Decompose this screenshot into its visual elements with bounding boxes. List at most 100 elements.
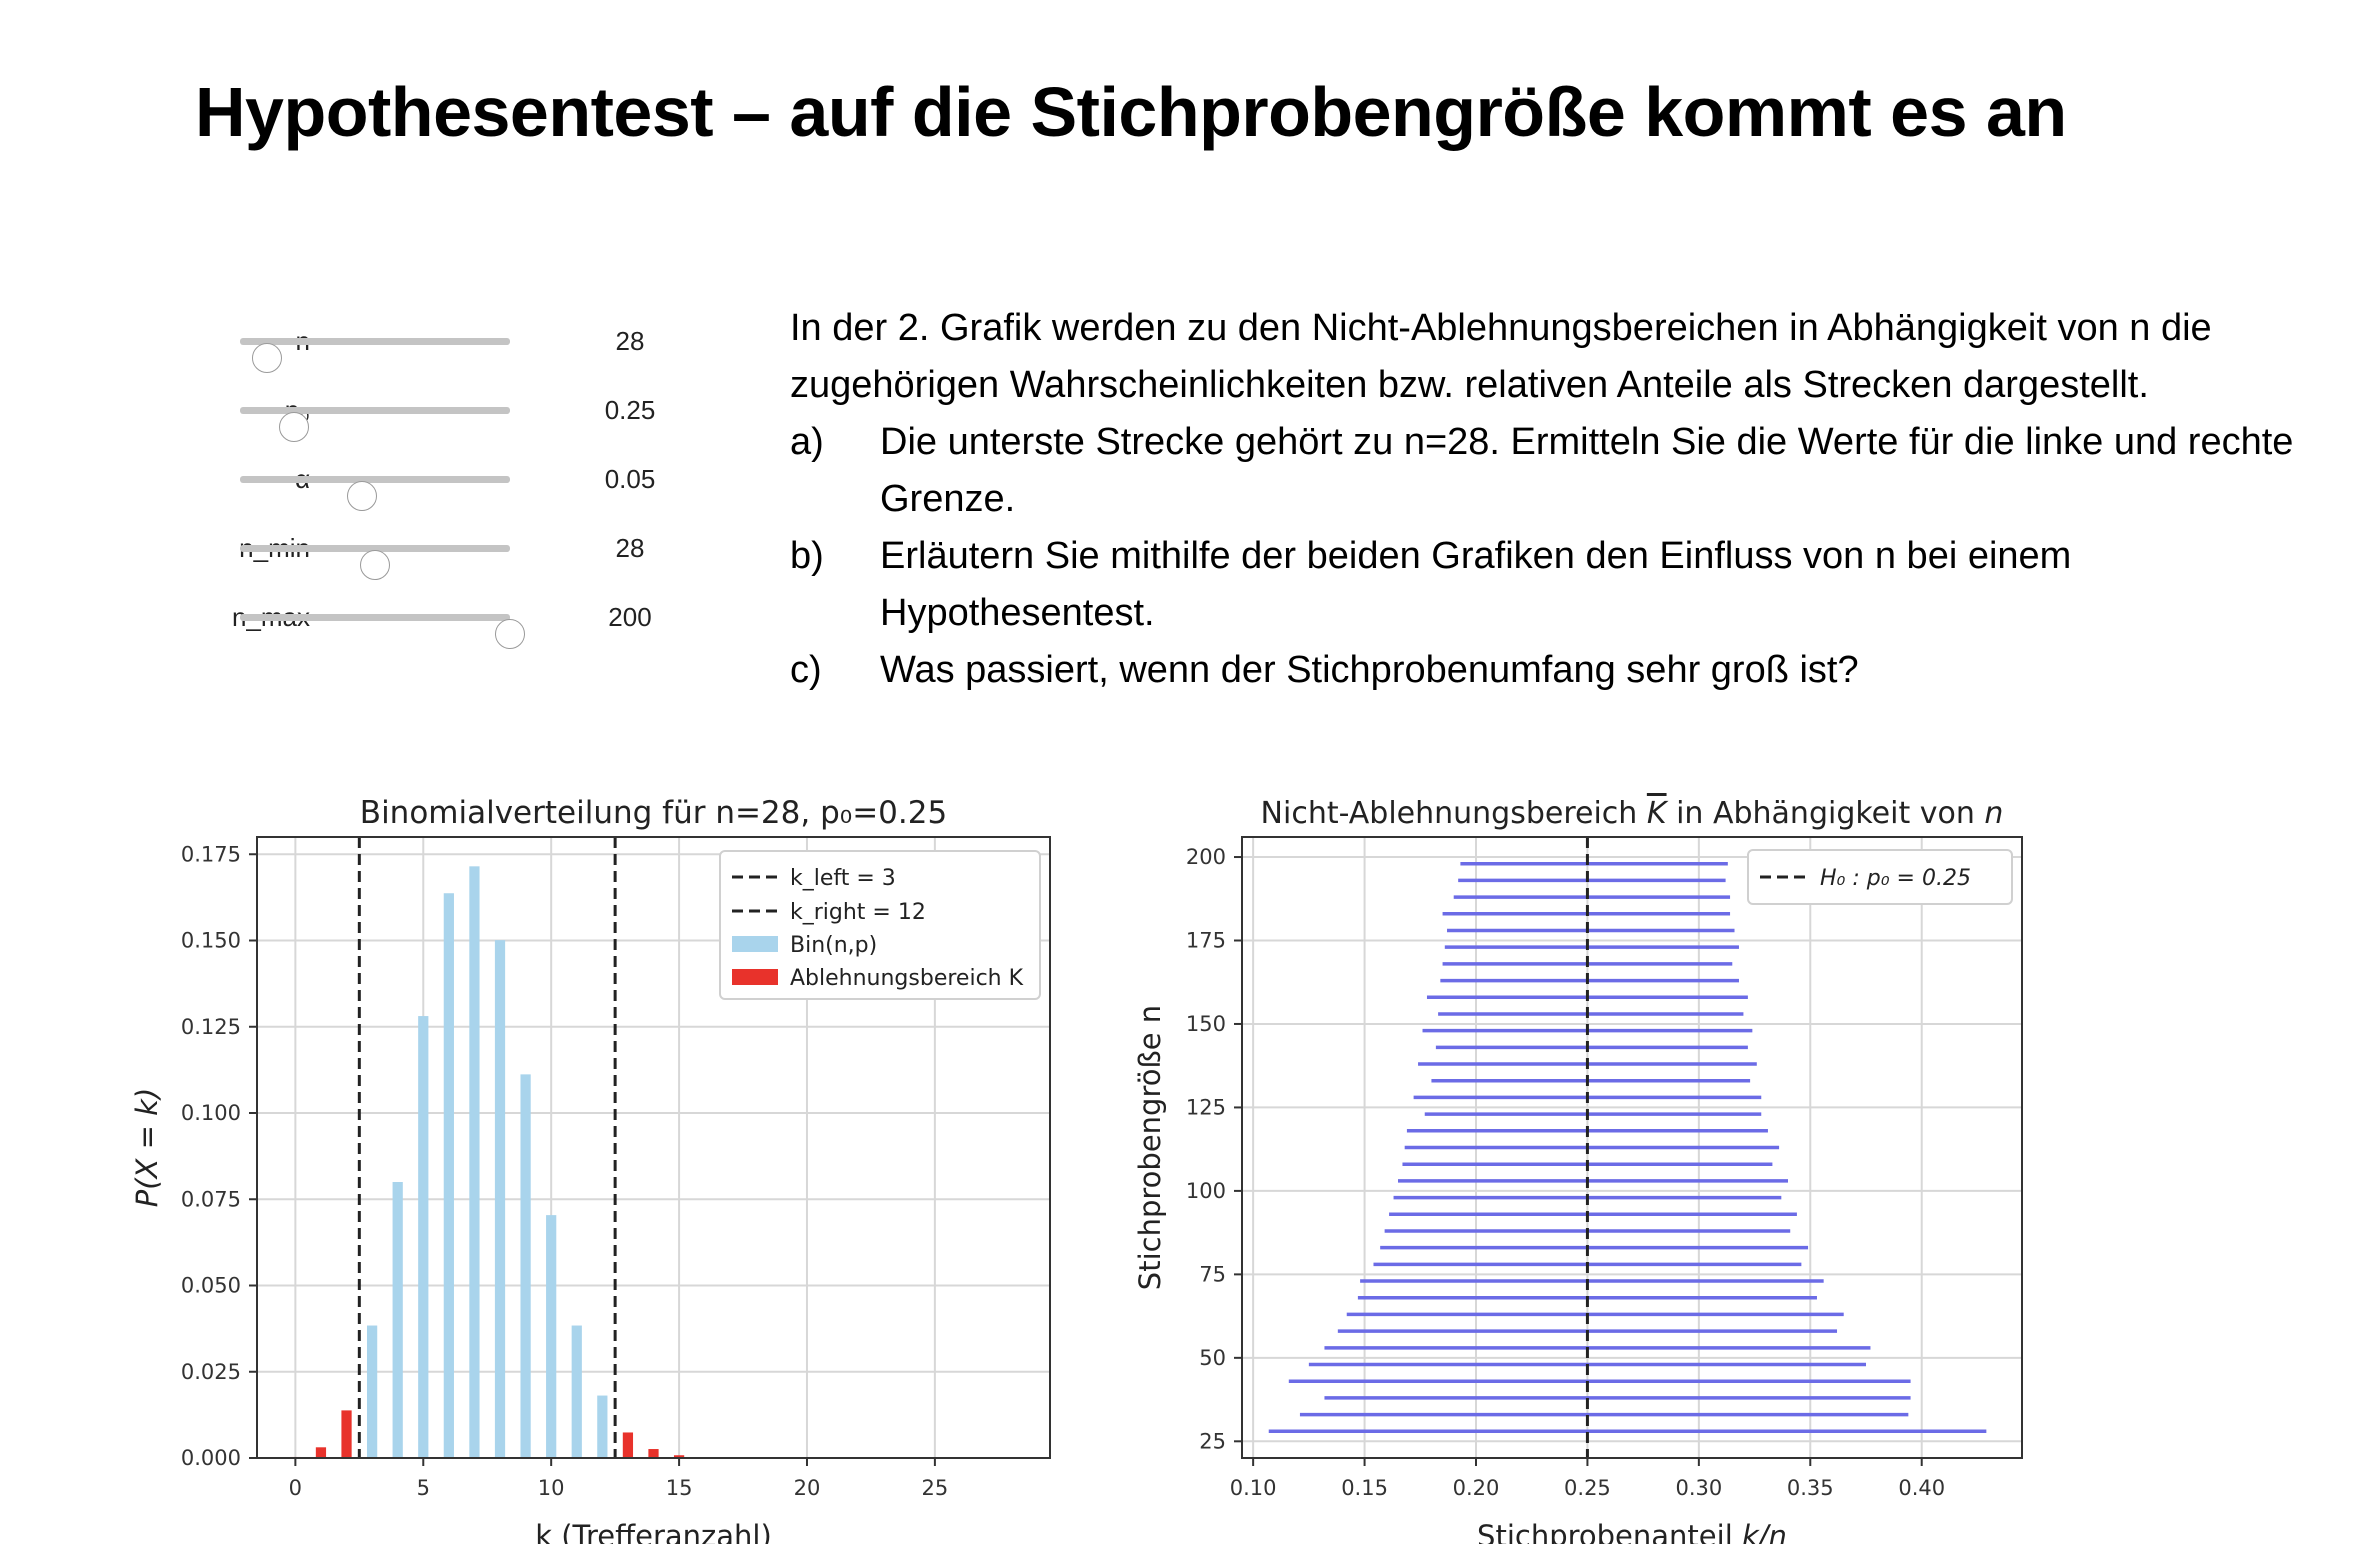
y-tick-label: 0.175 — [181, 842, 241, 866]
reject-bar — [341, 1410, 352, 1458]
y-tick-label: 25 — [1199, 1429, 1226, 1453]
x-axis-label-part: Stichprobenanteil — [1477, 1519, 1742, 1544]
slider-handle[interactable] — [252, 343, 282, 373]
legend-entry: H₀ : p₀ = 0.25 — [1820, 866, 1971, 891]
y-tick-label: 200 — [1186, 845, 1226, 869]
reject-bar — [648, 1449, 659, 1458]
x-tick-label: 0.10 — [1230, 1476, 1277, 1500]
slider-value: 200 — [608, 602, 652, 632]
y-tick-label: 0.150 — [181, 929, 241, 953]
x-tick-label: 10 — [538, 1476, 565, 1500]
bin-bar — [366, 1325, 378, 1458]
x-tick-label: 0.30 — [1675, 1476, 1722, 1500]
slider-track[interactable] — [240, 614, 525, 649]
slider-handle[interactable] — [360, 550, 390, 580]
legend-entry: Ablehnungsbereich K — [790, 966, 1024, 991]
y-axis-label: Stichprobengröße n — [1133, 1005, 1167, 1290]
chart-title-part: n — [1984, 796, 2003, 831]
y-tick-label: 175 — [1186, 929, 1226, 953]
slider-value: 28 — [615, 533, 645, 563]
slider-handle[interactable] — [495, 619, 525, 649]
chart-title-part: in Abhängigkeit von — [1667, 796, 1985, 831]
task-label: c) — [790, 649, 822, 691]
y-tick-label: 75 — [1199, 1262, 1226, 1286]
slider-value: 28 — [615, 326, 645, 356]
y-tick-label: 50 — [1199, 1346, 1226, 1370]
task-label: b) — [790, 535, 824, 577]
slider-handle[interactable] — [279, 412, 309, 442]
task-body: Die unterste Strecke gehört zu n=28. Erm… — [880, 421, 2294, 520]
chart-title-part: Nicht-Ablehnungsbereich — [1261, 796, 1647, 831]
task-body: Erläutern Sie mithilfe der beiden Grafik… — [880, 535, 2072, 634]
x-axis-label: Stichprobenanteil k/n — [1477, 1519, 1787, 1544]
reject-bar — [315, 1447, 327, 1458]
y-tick-label: 0.000 — [181, 1446, 241, 1470]
y-tick-label: 0.100 — [181, 1101, 241, 1125]
x-tick-label: 0.15 — [1341, 1476, 1388, 1500]
y-tick-label: 0.125 — [181, 1015, 241, 1039]
y-axis-label: P(X = k) — [130, 1088, 164, 1208]
reject-bar — [622, 1432, 634, 1458]
legend-swatch-reject — [732, 969, 778, 985]
task-body: Was passiert, wenn der Stichprobenumfang… — [880, 649, 1859, 691]
legend-box — [1747, 849, 2013, 905]
slider-track[interactable] — [240, 338, 510, 373]
x-tick-label: 0.20 — [1453, 1476, 1500, 1500]
reject-bar — [673, 1455, 685, 1458]
y-tick-label: 0.075 — [181, 1187, 241, 1211]
x-tick-label: 25 — [922, 1476, 949, 1500]
chart-title: Binomialverteilung für n=28, p₀=0.25 — [360, 795, 947, 831]
x-tick-label: 15 — [666, 1476, 693, 1500]
x-tick-label: 0.40 — [1898, 1476, 1945, 1500]
y-tick-label: 150 — [1186, 1012, 1226, 1036]
legend-entry: k_left = 3 — [790, 866, 896, 891]
slider-value: 0.25 — [604, 395, 656, 425]
task-item-b: b) Erläutern Sie mithilfe der beiden Gra… — [790, 528, 2350, 642]
plot-frame — [1241, 836, 2023, 1459]
bin-bar — [571, 1325, 582, 1458]
bin-bar — [469, 866, 480, 1458]
legend-swatch-bin — [732, 936, 778, 952]
slider-n-max: n_max 200 — [100, 596, 660, 649]
y-tick-label: 0.050 — [181, 1274, 241, 1298]
y-tick-label: 100 — [1186, 1179, 1226, 1203]
acceptance-range-chart: 0.10 0.15 0.20 0.25 0.30 0.35 0.40 25 50 75 100 125… — [1133, 796, 2023, 1544]
x-axis-label: k (Trefferanzahl) — [535, 1519, 772, 1544]
x-axis-label-part: k/n — [1742, 1519, 1787, 1544]
intro-text: In der 2. Grafik werden zu den Nicht-Abl… — [790, 307, 2212, 406]
x-tick-label: 5 — [417, 1476, 430, 1500]
slider-track[interactable] — [240, 545, 510, 580]
bin-bar — [546, 1215, 557, 1458]
bin-bar — [494, 940, 506, 1458]
slider-value: 0.05 — [604, 464, 656, 494]
bin-bar — [418, 1016, 429, 1458]
bin-bar — [520, 1074, 531, 1458]
task-label: a) — [790, 421, 824, 463]
slider-n: n 28 — [100, 320, 660, 373]
chart-title-part: K — [1647, 796, 1669, 831]
chart-title: Nicht-Ablehnungsbereich K in Abhängigkei… — [1261, 796, 2004, 831]
slider-handle[interactable] — [346, 481, 377, 511]
bin-bar — [392, 1182, 403, 1458]
slider-track[interactable] — [240, 407, 510, 442]
task-text: In der 2. Grafik werden zu den Nicht-Abl… — [790, 300, 2350, 699]
x-tick-label: 0.25 — [1564, 1476, 1611, 1500]
y-tick-label: 0.025 — [181, 1360, 241, 1384]
slider-track[interactable] — [240, 476, 510, 511]
task-item-a: a) Die unterste Strecke gehört zu n=28. … — [790, 414, 2350, 528]
legend-entry: k_right = 12 — [790, 900, 926, 925]
task-item-c: c) Was passiert, wenn der Stichprobenumf… — [790, 642, 2350, 699]
x-tick-label: 0 — [289, 1476, 302, 1500]
page-title: Hypothesentest – auf die Stichprobengröß… — [195, 73, 2067, 151]
x-tick-label: 20 — [794, 1476, 821, 1500]
binomial-chart: 0 5 10 15 20 25 0.000 0.025 0.050 0.075 0.100 0.125… — [130, 795, 1051, 1544]
y-tick-label: 125 — [1186, 1095, 1226, 1119]
bin-bar — [443, 893, 454, 1458]
bin-bar — [597, 1395, 608, 1458]
slider-p0: p₀ 0.25 — [100, 389, 660, 442]
slider-alpha: α 0.05 — [100, 458, 660, 511]
slider-n-min: n_min 28 — [100, 527, 660, 580]
legend-entry: Bin(n,p) — [790, 933, 877, 958]
plot-frame — [256, 836, 1051, 1459]
x-tick-label: 0.35 — [1787, 1476, 1834, 1500]
